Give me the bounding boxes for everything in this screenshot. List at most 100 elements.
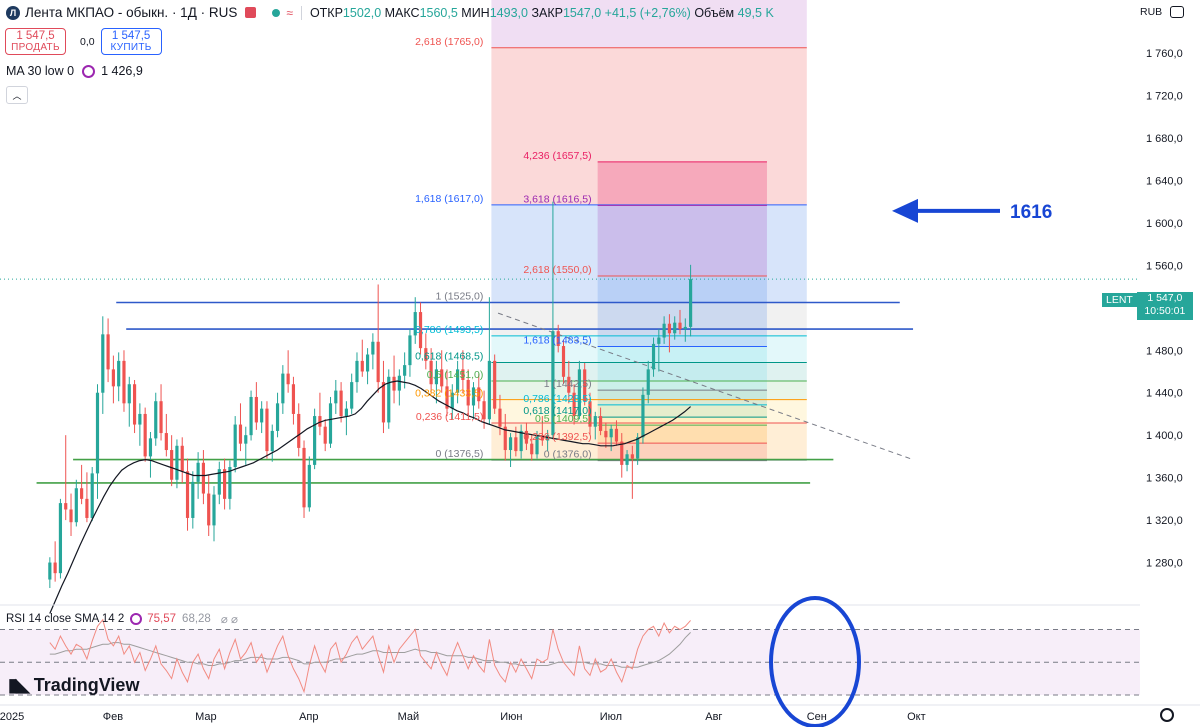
candle-body [74, 488, 78, 523]
candle-body [450, 392, 454, 409]
candle-body [403, 365, 407, 376]
candle-body [641, 394, 645, 438]
candle-body [577, 369, 581, 417]
candle-body [614, 428, 619, 442]
candle-body [493, 360, 497, 409]
price-axis-label: 1 600,0 [1146, 218, 1183, 230]
candle-body [689, 279, 693, 327]
symbol-header: Л Лента МКПАО - обыкн. · 1Д · RUS ≈ ОТКР… [6, 5, 774, 20]
fib1-zone [491, 0, 807, 48]
candle-body [334, 390, 338, 404]
time-axis-label: Июл [600, 711, 622, 723]
flag-icon[interactable] [245, 7, 257, 18]
camera-icon[interactable] [1170, 6, 1184, 18]
candle-body [646, 369, 650, 395]
candle-body [508, 437, 513, 451]
candle-body [249, 396, 253, 436]
fib1-level-label: 1,618 (1617,0) [415, 193, 483, 205]
candle-body [355, 360, 359, 383]
candle-body [328, 403, 333, 444]
fib2-level-label: 0 (1376,0) [544, 449, 592, 461]
buy-button[interactable]: 1 547,5 КУПИТЬ [100, 28, 162, 55]
candle-body [90, 473, 94, 518]
chevron-up-icon[interactable]: ︿ [6, 86, 28, 104]
time-axis-label: Авг [705, 711, 722, 723]
fib1-level-label: 2,618 (1765,0) [415, 36, 483, 48]
candle-body [620, 441, 624, 465]
separator [300, 5, 302, 20]
candle-body [583, 369, 587, 402]
candle-body [498, 408, 502, 427]
fib1-level-label: 0,382 (1433,5) [415, 388, 483, 400]
price-tag-value: 1 547,0 10:50:01 [1136, 292, 1193, 320]
time-axis-label: Мар [195, 711, 217, 723]
sell-label: ПРОДАТЬ [11, 41, 60, 53]
candle-body [551, 331, 555, 436]
candle-body [482, 401, 486, 420]
candle-body [519, 430, 523, 452]
market-status-icon[interactable] [272, 8, 281, 17]
loading-icon [82, 64, 96, 78]
time-axis-label: Окт [907, 711, 926, 723]
candle-body [413, 312, 417, 336]
candle-body [683, 326, 687, 330]
buy-label: КУПИТЬ [110, 41, 152, 53]
candle-body [625, 454, 629, 465]
candle-body [530, 443, 534, 455]
rsi-legend[interactable]: RSI 14 close SMA 14 2 75,57 68,28 ⌀ ⌀ [6, 612, 238, 626]
candle-body [434, 369, 439, 385]
fib1-zone [491, 335, 807, 363]
rsi-value: 75,57 [147, 613, 177, 625]
candle-body [297, 413, 301, 448]
high-value: 1560,5 [419, 5, 458, 20]
fib1-level-label: 1 (1525,0) [436, 291, 484, 303]
open-value: 1502,0 [342, 5, 382, 20]
fib2-level-label: 0,786 (1428,5) [523, 393, 591, 405]
wave-icon[interactable]: ≈ [286, 5, 293, 20]
candle-body [662, 323, 666, 338]
fib2-level-label: 1,618 (1483,5) [523, 335, 591, 347]
tradingview-logo[interactable]: ▮◣ TradingView [8, 675, 139, 696]
candle-body [445, 386, 449, 409]
fib2-level-label: 2,618 (1550,0) [523, 264, 591, 276]
gear-icon[interactable] [1160, 708, 1174, 722]
loading-icon [130, 613, 143, 625]
candle-body [48, 562, 52, 580]
candle-body [170, 450, 174, 480]
candle-body [154, 401, 158, 439]
currency-label[interactable]: RUB [1140, 6, 1163, 18]
last-price-tag: LENT 1 547,0 10:50:01 [1102, 292, 1193, 320]
candle-body [630, 454, 634, 459]
candle-body [524, 430, 529, 444]
candle-body [212, 494, 216, 526]
candle-body [376, 341, 380, 383]
price-tag-symbol: LENT [1102, 293, 1137, 307]
candle-body [164, 433, 168, 451]
candle-body [636, 437, 640, 459]
ma-legend[interactable]: MA 30 low 0 1 426,9 [6, 64, 143, 78]
candle-body [143, 413, 147, 457]
candle-body [561, 346, 566, 377]
ma30-line [49, 380, 691, 614]
candle-body [85, 498, 89, 518]
symbol-title[interactable]: Лента МКПАО - обыкн. · 1Д · RUS [25, 5, 238, 20]
candle-body [429, 360, 433, 385]
change-value: +41,5 (+2,76%) [604, 5, 691, 20]
candle-body [80, 488, 84, 499]
candle-body [244, 435, 248, 444]
candle-body [651, 343, 656, 370]
candle-body [69, 509, 73, 523]
fib2-level-label: 4,236 (1657,5) [523, 150, 591, 162]
candle-body [207, 493, 211, 526]
candle-body [678, 322, 682, 330]
fib2-zone [597, 346, 767, 391]
candle-body [344, 408, 348, 417]
ma-value: 1 426,9 [101, 64, 143, 78]
candle-body [392, 376, 396, 391]
fib1-zone [491, 422, 807, 461]
fib2-level-label: 0,5 (1409,5) [535, 413, 592, 425]
fib2-level-label: 0,618 (1417,0) [523, 405, 591, 417]
candle-body [159, 401, 163, 434]
sell-button[interactable]: 1 547,5 ПРОДАТЬ [5, 28, 66, 55]
